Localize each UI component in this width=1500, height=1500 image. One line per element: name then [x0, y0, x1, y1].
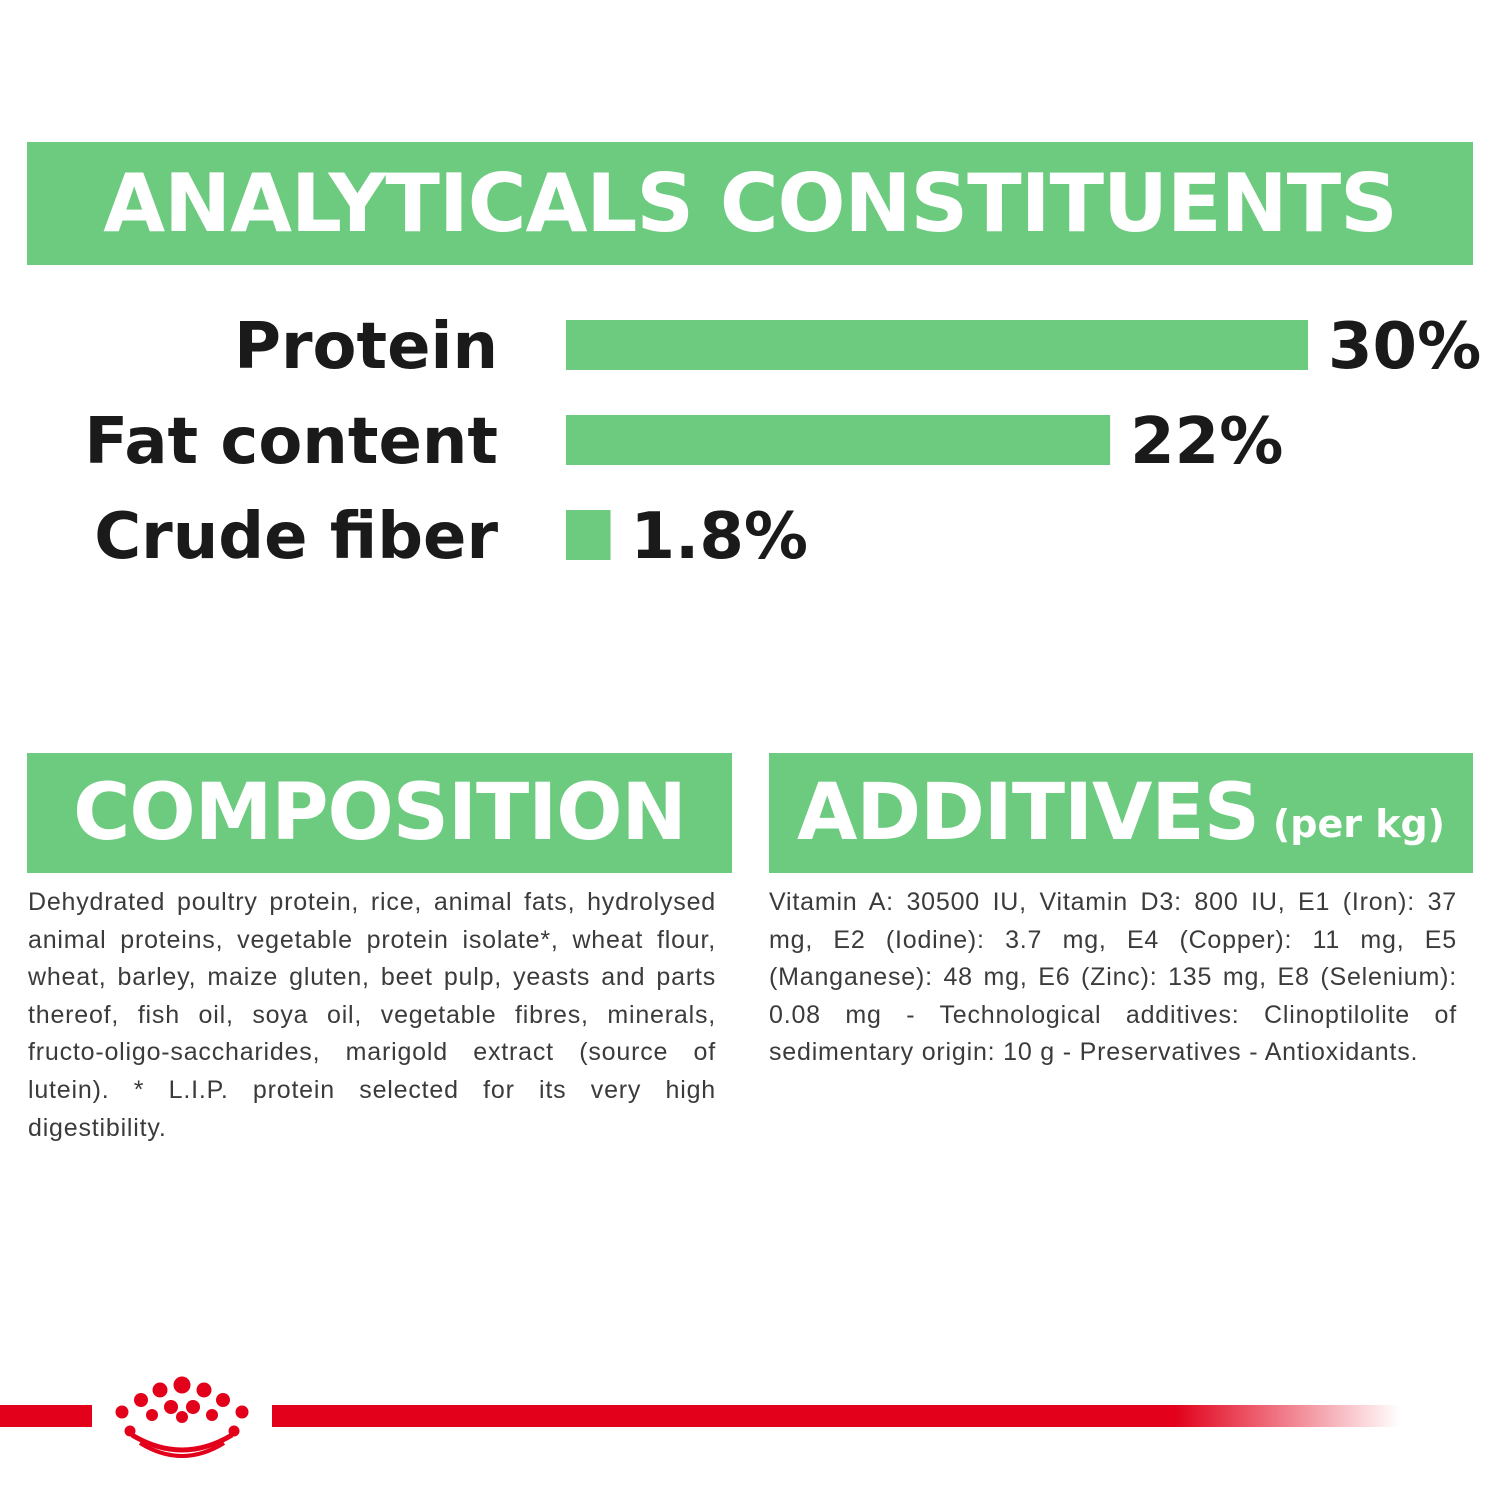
crown-logo-icon	[115, 1376, 249, 1458]
bar-fat-content	[566, 415, 1111, 465]
analytics-title: ANALYTICALS CONSTITUENTS	[103, 157, 1398, 250]
composition-title: COMPOSITION	[73, 768, 687, 858]
bar-protein	[566, 320, 1308, 370]
value-label-protein: 30%	[1328, 310, 1481, 384]
footer-line-left	[0, 1405, 92, 1427]
additives-title: ADDITIVES	[796, 768, 1260, 858]
additives-text: Vitamin A: 30500 IU, Vitamin D3: 800 IU,…	[769, 888, 1457, 1067]
category-label-crude-fiber: Crude fiber	[94, 500, 498, 574]
bar-crude-fiber	[566, 510, 611, 560]
value-label-crude-fiber: 1.8%	[631, 500, 809, 574]
additives-header: ADDITIVES (per kg)	[769, 753, 1473, 873]
composition-header: COMPOSITION	[27, 753, 732, 873]
category-label-fat-content: Fat content	[84, 405, 498, 479]
composition-text: Dehydrated poultry protein, rice, animal…	[28, 888, 716, 1142]
value-label-fat-content: 22%	[1130, 405, 1283, 479]
additives-subtitle: (per kg)	[1272, 802, 1446, 846]
footer-line-right	[272, 1405, 1400, 1427]
brand-footer	[0, 1376, 1400, 1458]
category-label-protein: Protein	[234, 310, 498, 384]
analytics-header: ANALYTICALS CONSTITUENTS	[27, 142, 1473, 265]
constituents-bar-chart: Protein 30% Fat content 22% Crude fiber 1.8%	[84, 310, 1481, 574]
